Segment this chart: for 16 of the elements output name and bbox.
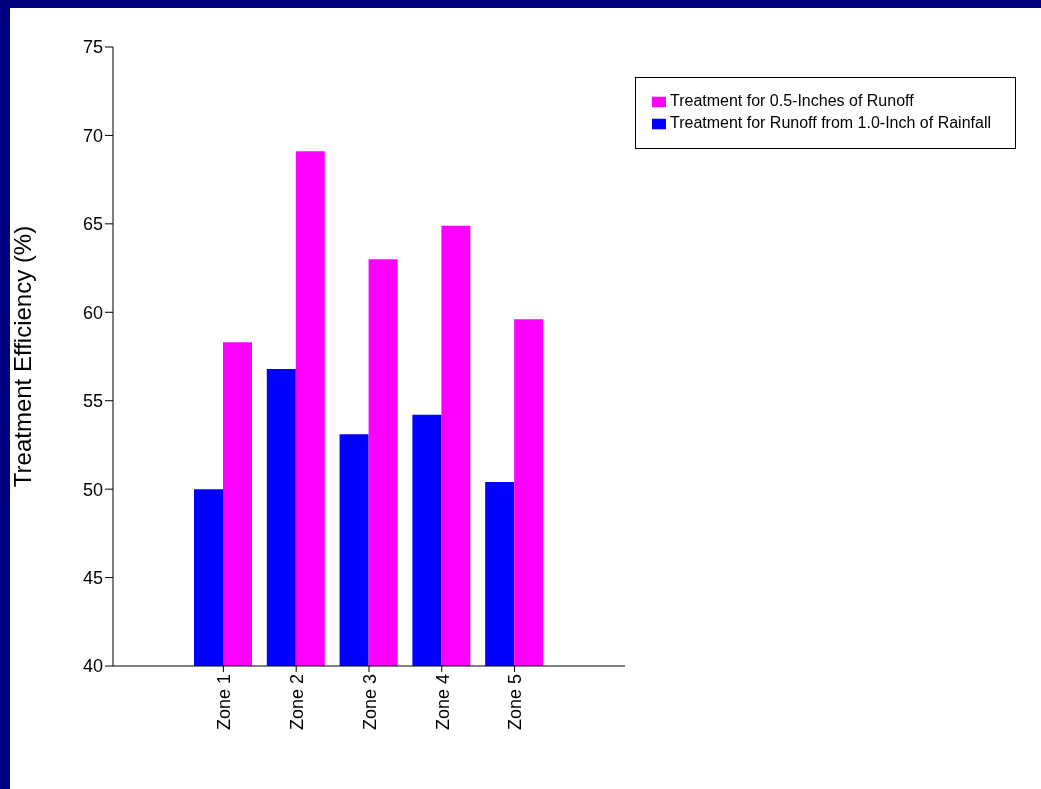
y-tick-label: 45 xyxy=(82,567,103,588)
legend-label: Treatment for Runoff from 1.0-Inch of Rainfall xyxy=(669,114,991,131)
y-tick-label: 65 xyxy=(82,214,103,235)
y-tick-label: 70 xyxy=(82,125,103,146)
y-tick-label: 55 xyxy=(82,391,103,412)
x-tick-label: Zone 3 xyxy=(359,674,380,731)
legend-label: Treatment for 0.5-Inches of Runoff xyxy=(669,92,914,109)
x-tick-label: Zone 5 xyxy=(505,674,526,731)
y-tick-label: 60 xyxy=(82,302,103,323)
x-tick-label: Zone 2 xyxy=(286,674,307,731)
y-tick-label: 40 xyxy=(82,656,103,677)
y-tick-label: 75 xyxy=(82,37,103,58)
y-axis-title: Treatment Efficiency (%) xyxy=(8,225,36,488)
x-tick-label: Zone 4 xyxy=(432,674,453,731)
x-tick-label: Zone 1 xyxy=(214,674,235,731)
y-tick-label: 50 xyxy=(82,479,103,500)
